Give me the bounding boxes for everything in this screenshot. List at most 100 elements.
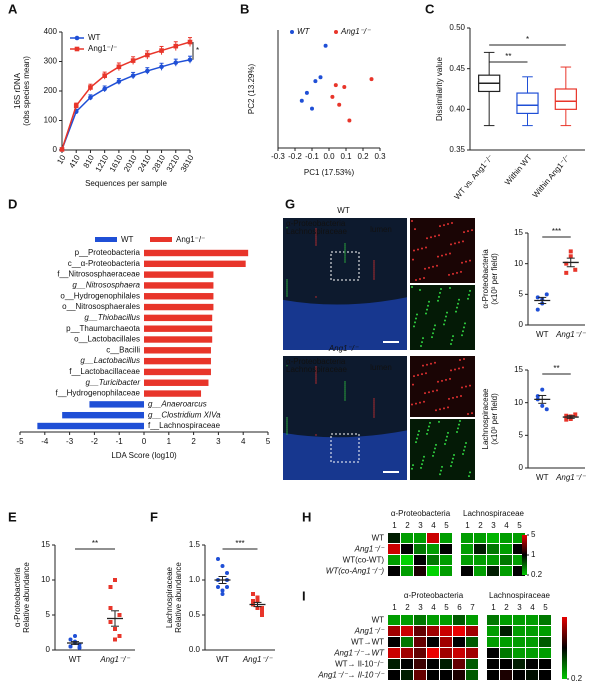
column-label: 3 — [517, 603, 522, 612]
heat-cell — [487, 659, 499, 669]
heat-cell — [401, 648, 413, 658]
column-label: 4 — [530, 603, 535, 612]
speck — [415, 317, 417, 320]
y-axis-label: (obs species mean) — [22, 56, 31, 126]
heat-cell — [401, 544, 413, 554]
y-tick-label: 0.5 — [189, 610, 201, 619]
data-point — [255, 606, 260, 610]
panel-label: C — [425, 1, 435, 16]
speck — [373, 400, 375, 402]
y-tick-label: 0 — [519, 463, 524, 472]
speck — [373, 406, 375, 408]
data-point — [73, 634, 77, 638]
speck — [429, 421, 431, 424]
speck — [413, 375, 415, 378]
heat-cell — [474, 566, 486, 576]
row-label: WT→WT — [351, 638, 384, 647]
heat-cell — [539, 670, 551, 680]
y-tick-label: 1.0 — [189, 575, 201, 584]
x-tick-label: WT — [536, 330, 549, 339]
data-point — [535, 394, 540, 399]
speck — [286, 283, 288, 285]
data-point — [159, 48, 164, 53]
heat-cell — [461, 533, 473, 543]
speck — [463, 326, 465, 329]
speck — [414, 228, 416, 231]
speck — [460, 395, 462, 398]
column-label: 4 — [431, 603, 436, 612]
crop-red — [410, 218, 475, 283]
data-point — [145, 68, 150, 74]
speck — [286, 291, 288, 293]
speck — [415, 441, 417, 444]
heat-cell — [453, 670, 465, 680]
panel-label: A — [8, 1, 18, 16]
column-label: 1 — [465, 521, 470, 530]
data-point — [310, 106, 314, 111]
speck — [412, 464, 414, 467]
column-label: 7 — [470, 603, 475, 612]
speck — [465, 385, 467, 388]
speck — [315, 240, 317, 242]
x-tick-label: Ang1⁻/⁻ — [242, 655, 273, 664]
speck — [438, 234, 440, 237]
speck — [458, 298, 460, 301]
speck — [344, 249, 346, 251]
stain-label: Lachnospiraceae — [286, 227, 347, 236]
panel-label: D — [8, 196, 17, 211]
speck — [439, 408, 441, 411]
speck — [458, 423, 460, 426]
speck — [423, 276, 425, 279]
heat-cell — [474, 533, 486, 543]
data-point — [77, 645, 82, 650]
category-label: f__Nitrososphaeraceae — [57, 270, 140, 279]
y-tick-label: 15 — [514, 365, 523, 374]
speck — [451, 461, 453, 464]
speck — [373, 398, 375, 400]
heat-cell — [487, 566, 499, 576]
speck — [315, 374, 317, 376]
speck — [460, 270, 462, 273]
y-tick-label: 1.5 — [189, 540, 201, 549]
speck — [411, 220, 413, 222]
speck — [448, 397, 450, 400]
heat-cell — [513, 555, 525, 565]
heat-cell — [539, 626, 551, 636]
speck — [373, 260, 375, 262]
legend-marker — [74, 46, 80, 52]
speck — [315, 232, 317, 234]
heat-cell — [401, 615, 413, 625]
speck — [421, 463, 423, 466]
speck — [418, 430, 420, 433]
speck — [315, 230, 317, 232]
heat-cell — [513, 626, 525, 636]
data-point — [102, 86, 107, 92]
speck — [436, 264, 438, 267]
speck — [344, 391, 346, 393]
speck — [439, 225, 441, 228]
x-tick-label: 3210 — [165, 153, 182, 173]
x-tick-label: 0.1 — [340, 152, 352, 161]
speck — [467, 230, 469, 233]
row-label: Ang1⁻/⁻ — [354, 627, 385, 636]
heat-cell — [401, 533, 413, 543]
category-label: f__Lactobacillaceae — [69, 367, 140, 376]
speck — [344, 255, 346, 257]
y-axis-label: α-Proteobacteria — [13, 567, 22, 627]
speck — [416, 437, 418, 440]
x-tick-label: 1 — [167, 437, 172, 446]
significance-label: * — [526, 35, 529, 44]
heat-cell — [388, 670, 400, 680]
heat-cell — [440, 544, 452, 554]
speck — [455, 310, 457, 313]
data-point — [173, 43, 179, 49]
row-label: WT→ Il-10⁻/⁻ — [335, 660, 384, 669]
speck — [286, 431, 288, 433]
speck — [373, 270, 375, 272]
category-label: g__Nitrososphaera — [72, 281, 140, 290]
data-point — [564, 413, 569, 418]
speck — [286, 281, 288, 283]
speck — [424, 267, 426, 270]
speck — [315, 380, 317, 382]
x-tick-label: 410 — [67, 153, 82, 170]
